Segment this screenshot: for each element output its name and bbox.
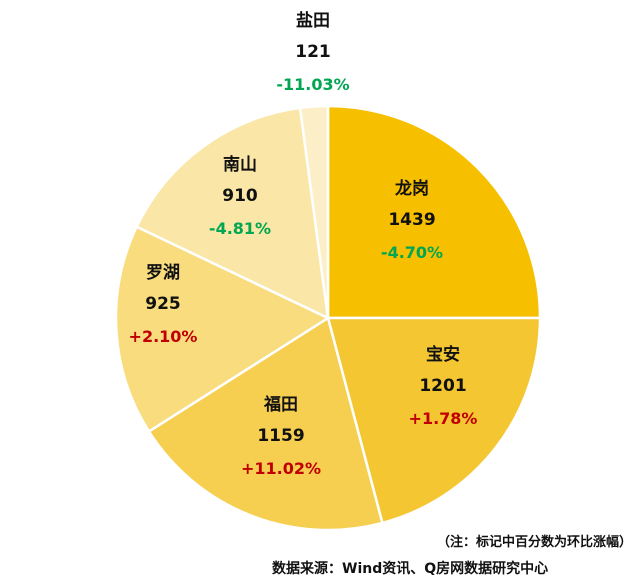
pie-slice-0 [326, 104, 542, 320]
slice-name-label: 罗湖 [146, 263, 180, 283]
slice-name-label: 宝安 [426, 344, 460, 365]
pie-slices [114, 104, 542, 532]
chart-note: （注：标记中百分数为环比涨幅） [436, 535, 632, 550]
slice-value-label: 1201 [419, 376, 466, 396]
slice-name-label: 龙岗 [394, 178, 429, 199]
slice-name-label: 南山 [223, 154, 257, 175]
slice-value-label: 121 [295, 42, 331, 62]
slice-change-label: +2.10% [129, 327, 198, 346]
slice-name-label: 福田 [263, 394, 298, 415]
slice-value-label: 910 [222, 186, 258, 206]
pie-slice-2 [147, 316, 384, 532]
pie-slice-5 [298, 104, 330, 319]
pie-slice-4 [134, 106, 330, 321]
slice-change-label: -11.03% [276, 75, 349, 94]
slice-value-label: 925 [145, 294, 181, 314]
slice-name-label: 盐田 [296, 10, 330, 31]
data-source: 数据来源：Wind资讯、Q房网数据研究中心 [272, 561, 549, 577]
slice-value-label: 1159 [257, 426, 304, 446]
slice-change-label: +1.78% [409, 409, 478, 428]
slice-change-label: -4.81% [209, 219, 271, 238]
pie-slice-3 [114, 225, 331, 434]
slice-change-label: -4.70% [381, 243, 443, 262]
slice-change-label: +11.02% [241, 459, 321, 478]
pie-slice-1 [326, 316, 542, 525]
slice-value-label: 1439 [388, 210, 435, 230]
pie-labels: 龙岗 1439 -4.70% 宝安 1201 +1.78% 福田 1159 +11.02% 罗湖 9… [129, 10, 478, 478]
